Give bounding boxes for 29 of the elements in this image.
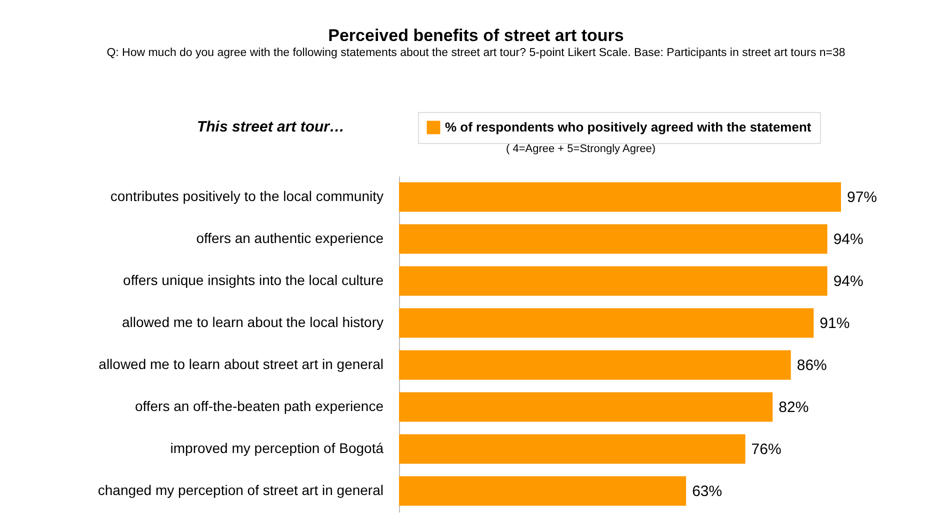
chart-title: Perceived benefits of street art tours xyxy=(328,26,624,45)
data-label: 86% xyxy=(796,357,827,374)
bar xyxy=(399,392,773,422)
bar xyxy=(399,308,814,338)
bar xyxy=(399,224,828,254)
bar xyxy=(399,266,828,296)
data-label: 94% xyxy=(833,231,864,248)
data-label: 91% xyxy=(820,315,850,332)
y-axis-title: This street art tour… xyxy=(196,118,344,136)
chart-subtitle: Q: How much do you agree with the following statements about the street art tour? 5-point Likert Scale. Base: Participants in street art tours n=38 xyxy=(106,47,846,59)
y-tick-label: contributes positively to the local community xyxy=(110,188,384,204)
data-label: 94% xyxy=(833,273,864,290)
y-tick-label: offers an off-the-beaten path experience xyxy=(134,398,384,414)
y-tick-label: changed my perception of street art in general xyxy=(98,482,384,498)
data-label: 82% xyxy=(778,399,809,416)
legend-label: % of respondents who positively agreed with the statement xyxy=(445,120,812,134)
data-label: 76% xyxy=(751,441,782,458)
data-label: 63% xyxy=(692,483,722,500)
bar xyxy=(399,476,686,506)
text: ( 4=Agree + 5=Strongly Agree) xyxy=(506,143,656,155)
y-tick-label: offers an authentic experience xyxy=(196,230,384,246)
y-tick-label: allowed me to learn about the local history xyxy=(122,314,384,330)
bar xyxy=(399,434,746,464)
y-tick-label: improved my perception of Bogotá xyxy=(170,440,384,456)
y-tick-label: offers unique insights into the local culture xyxy=(123,272,384,288)
bar xyxy=(399,182,841,212)
y-tick-label: allowed me to learn about street art in general xyxy=(98,356,384,372)
bar xyxy=(399,350,791,380)
data-label: 97% xyxy=(847,189,878,206)
